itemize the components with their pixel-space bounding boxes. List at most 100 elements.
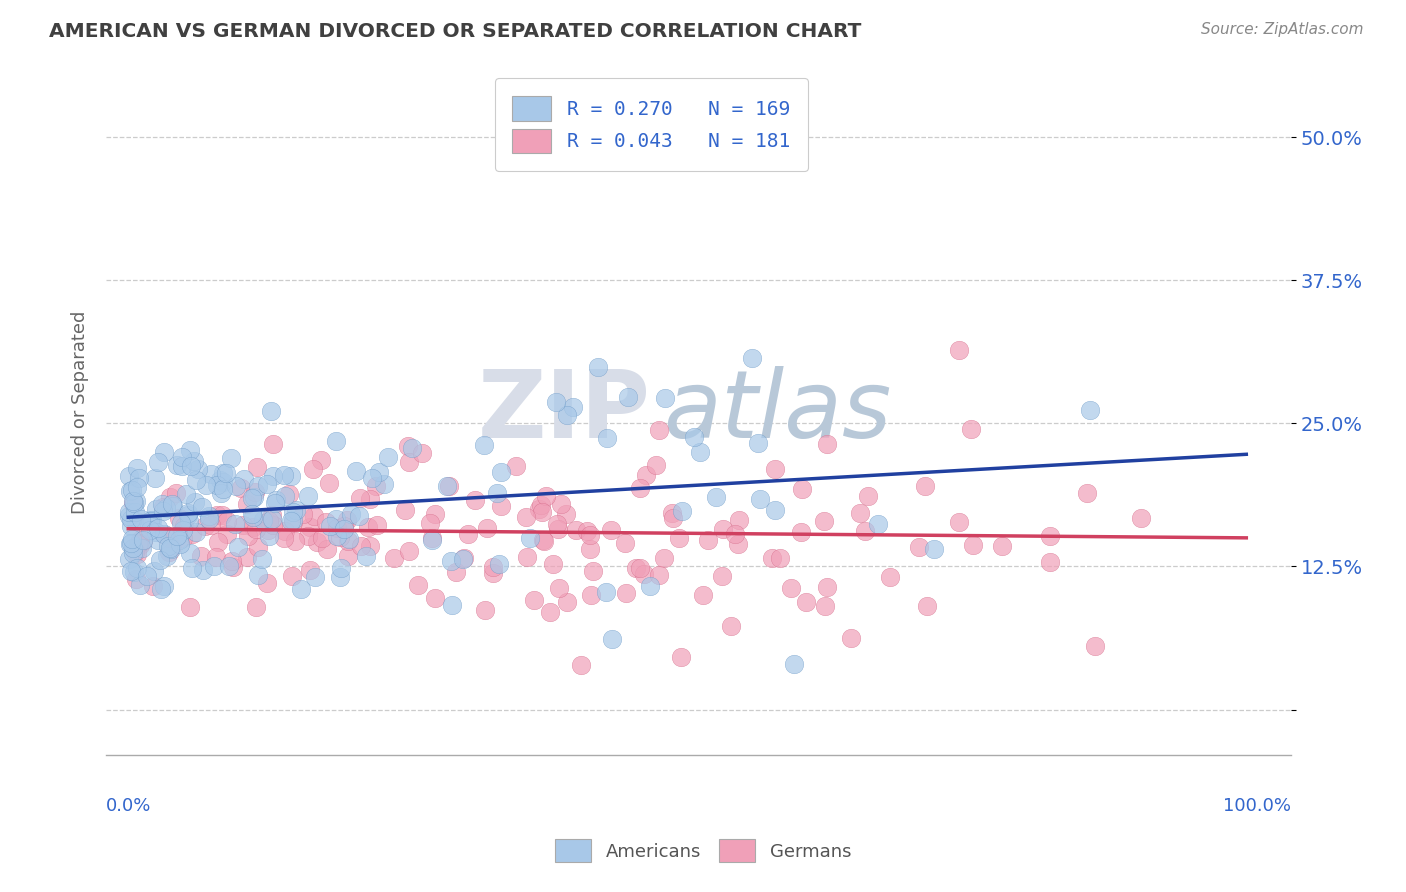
Point (257, 514, 280, 528)
Point (190, 549, 212, 563)
Point (145, 502, 167, 516)
Point (159, 490, 181, 504)
Point (264, 492, 287, 507)
Point (120, 564, 142, 578)
Text: AMERICAN VS GERMAN DIVORCED OR SEPARATED CORRELATION CHART: AMERICAN VS GERMAN DIVORCED OR SEPARATED… (49, 22, 862, 41)
Point (172, 532, 194, 546)
Point (153, 445, 176, 459)
Point (256, 515, 278, 529)
Point (329, 570, 352, 584)
Point (256, 576, 278, 591)
Point (763, 502, 786, 516)
Point (139, 523, 162, 537)
Point (262, 512, 284, 526)
Point (347, 508, 370, 523)
Point (315, 542, 337, 557)
Point (124, 505, 146, 519)
Point (337, 533, 360, 547)
Point (291, 508, 314, 522)
Point (488, 557, 510, 571)
Point (724, 526, 747, 541)
Point (197, 512, 219, 526)
Point (262, 518, 284, 533)
Point (246, 540, 269, 554)
Point (671, 504, 693, 518)
Point (262, 469, 284, 483)
Point (350, 539, 373, 553)
Text: 0.0%: 0.0% (105, 797, 152, 814)
Point (257, 524, 280, 538)
Point (198, 509, 221, 524)
Point (527, 502, 550, 516)
Point (779, 581, 801, 595)
Point (120, 519, 142, 533)
Point (628, 561, 651, 575)
Point (141, 513, 163, 527)
Point (557, 594, 579, 608)
Point (652, 550, 675, 565)
Point (879, 570, 901, 584)
Point (169, 533, 191, 548)
Point (179, 514, 201, 528)
Point (121, 483, 143, 497)
Point (264, 495, 287, 509)
Point (398, 454, 420, 468)
Point (533, 533, 555, 548)
Point (491, 499, 513, 513)
Point (543, 557, 565, 571)
Point (349, 491, 371, 505)
Point (281, 515, 304, 529)
Point (336, 549, 359, 563)
Point (183, 454, 205, 468)
Point (444, 566, 467, 580)
Point (124, 545, 146, 559)
Point (1039, 556, 1062, 570)
Point (127, 461, 149, 475)
Point (339, 507, 361, 521)
Point (546, 516, 568, 531)
Point (948, 343, 970, 357)
Point (299, 563, 322, 577)
Text: atlas: atlas (662, 367, 891, 458)
Point (357, 519, 380, 533)
Point (129, 511, 152, 525)
Point (124, 494, 146, 508)
Point (245, 522, 267, 536)
Point (922, 542, 945, 557)
Point (647, 423, 669, 437)
Point (150, 497, 173, 511)
Point (464, 493, 486, 508)
Point (143, 470, 166, 484)
Point (273, 468, 295, 483)
Point (191, 500, 214, 514)
Point (741, 351, 763, 366)
Point (914, 479, 936, 493)
Point (129, 533, 152, 547)
Point (683, 430, 706, 444)
Point (624, 561, 647, 575)
Point (595, 585, 617, 599)
Point (209, 485, 232, 500)
Point (118, 552, 141, 566)
Point (260, 508, 283, 523)
Point (160, 541, 183, 556)
Point (145, 524, 167, 539)
Point (481, 566, 503, 580)
Point (257, 529, 280, 543)
Point (579, 527, 602, 541)
Point (485, 486, 508, 500)
Point (160, 497, 183, 511)
Point (534, 489, 557, 503)
Point (125, 547, 148, 561)
Point (240, 491, 263, 506)
Point (599, 524, 621, 538)
Point (596, 431, 619, 445)
Point (633, 566, 655, 581)
Point (491, 465, 513, 479)
Point (763, 461, 786, 475)
Point (550, 497, 572, 511)
Point (176, 506, 198, 520)
Point (333, 522, 356, 536)
Point (692, 588, 714, 602)
Point (232, 518, 254, 533)
